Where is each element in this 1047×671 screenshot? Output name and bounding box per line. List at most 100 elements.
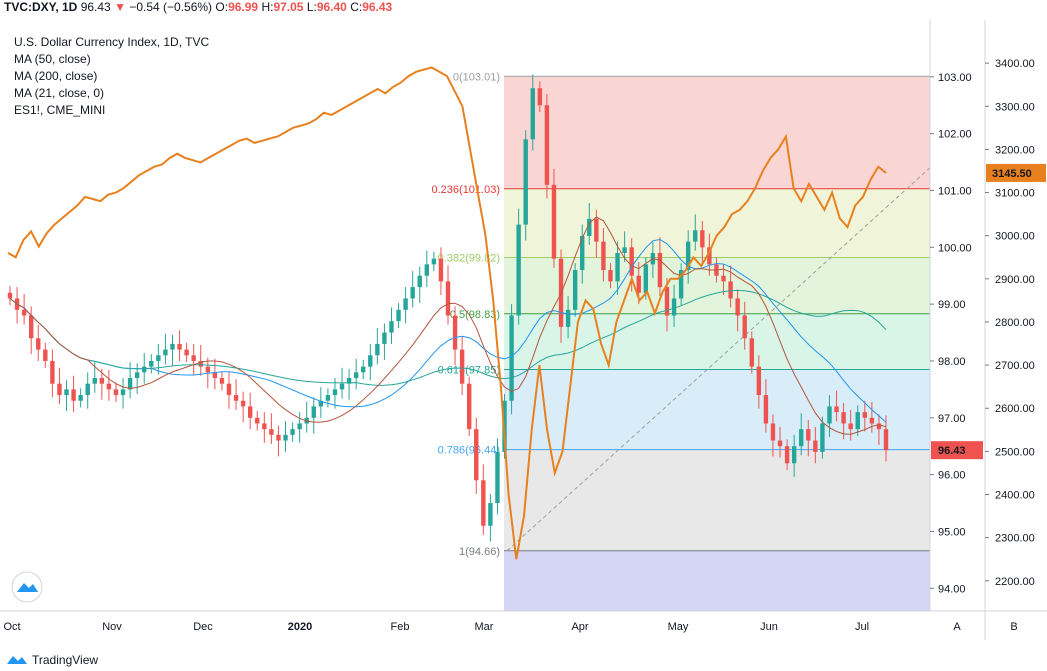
candle-body <box>283 434 288 441</box>
candle-body <box>848 423 853 430</box>
candle-body <box>445 281 451 316</box>
candle-body <box>834 406 839 413</box>
chart-area[interactable]: 0(103.01) 0.236(101.03) 0.382(99.82) 0.5(98… <box>0 20 1047 640</box>
candle-body <box>799 429 804 447</box>
candle-body <box>382 332 387 344</box>
fib-level-label: 1(94.66) <box>459 546 500 558</box>
b-scale-button[interactable]: B <box>1010 621 1017 633</box>
candle-body <box>763 395 769 424</box>
candle-body <box>601 241 606 271</box>
fib-level-label: 0.786(96.44) <box>438 445 500 457</box>
last-price: 96.43 <box>80 0 111 14</box>
candle-body <box>198 360 203 367</box>
candle-body <box>113 389 119 396</box>
candle-body <box>643 264 649 293</box>
candle-body <box>247 406 253 418</box>
right-axis-label: 3100.00 <box>995 188 1035 200</box>
left-axis-label: 94.00 <box>938 583 966 595</box>
fib-zone-extension <box>504 550 930 611</box>
candle-body <box>262 423 267 430</box>
legend-main-series[interactable]: U.S. Dollar Currency Index, 1D, TVC <box>14 35 210 49</box>
candle-body <box>163 349 168 356</box>
left-axis-label: 98.00 <box>938 356 966 368</box>
close-label: C: <box>350 0 363 14</box>
candle-body <box>629 247 634 276</box>
symbol-name[interactable]: TVC:DXY, 1D <box>4 0 78 14</box>
candle-body <box>537 88 543 106</box>
footer: TradingView <box>6 650 98 670</box>
price-chart[interactable]: 0(103.01) 0.236(101.03) 0.382(99.82) 0.5(98… <box>0 20 1047 640</box>
candle-body <box>85 383 90 396</box>
es-last-price-tag <box>986 163 1046 182</box>
candle-body <box>742 315 747 339</box>
left-axis-label: 100.00 <box>938 242 972 254</box>
es-last-price-label: 3145.50 <box>992 168 1032 180</box>
left-axis-label: 101.00 <box>938 185 972 197</box>
fib-zone <box>504 76 930 189</box>
right-axis-label: 2800.00 <box>995 317 1035 329</box>
candle-body <box>99 378 105 384</box>
candle-body <box>410 287 415 299</box>
left-axis-label: 97.00 <box>938 413 966 425</box>
price-change: −0.54 (−0.56%) <box>129 0 213 14</box>
legend-ma50[interactable]: MA (50, close) <box>14 52 91 66</box>
legend-ma200[interactable]: MA (200, close) <box>14 69 98 83</box>
candle-body <box>389 321 394 333</box>
candle-body <box>353 372 359 379</box>
candle-body <box>488 503 493 526</box>
open-value: 96.99 <box>228 0 259 14</box>
down-arrow-icon: ▼ <box>114 0 126 14</box>
candle-body <box>565 309 571 327</box>
candle-body <box>269 429 274 435</box>
dxy-last-price-tag <box>931 441 983 460</box>
candle-body <box>7 292 13 299</box>
candle-body <box>276 434 281 441</box>
auto-scale-button[interactable]: A <box>953 621 961 633</box>
candle-body <box>184 349 189 356</box>
candle-body <box>862 412 868 418</box>
candle-body <box>332 389 338 396</box>
es-overlay-line <box>7 66 887 560</box>
time-axis-label: Oct <box>3 621 20 633</box>
candle-body <box>212 372 218 379</box>
candle-body <box>255 417 260 424</box>
candle-body <box>170 343 175 350</box>
candle-body <box>784 446 790 464</box>
legend-es-overlay[interactable]: ES1!, CME_MINI <box>14 103 106 117</box>
candle-body <box>594 218 599 242</box>
candle-body <box>396 309 401 322</box>
candle-body <box>21 309 27 316</box>
fib-level-label: 0.5(98.83) <box>450 309 500 321</box>
time-axis-label: May <box>668 621 689 633</box>
candle-body <box>551 184 557 259</box>
candle-body <box>587 218 592 236</box>
right-axis-label: 3300.00 <box>995 101 1035 113</box>
candle-body <box>424 264 430 276</box>
ma200-line <box>9 216 887 435</box>
candle-body <box>134 372 140 379</box>
candle-body <box>693 230 698 242</box>
legend-ma21[interactable]: MA (21, close, 0) <box>14 86 105 100</box>
candle-body <box>417 275 422 288</box>
left-axis-label: 99.00 <box>938 299 966 311</box>
close-value: 96.43 <box>362 0 393 14</box>
fib-level-label: 0(103.01) <box>453 71 500 83</box>
candle-body <box>495 451 500 504</box>
candle-body <box>530 88 535 140</box>
ma50-line <box>9 289 887 386</box>
time-axis-label: Nov <box>102 621 122 633</box>
candle-body <box>876 423 882 430</box>
candle-body <box>431 258 437 265</box>
time-axis-label: Feb <box>391 621 410 633</box>
candle-body <box>28 315 34 339</box>
high-value: 97.05 <box>273 0 304 14</box>
candle-body <box>92 378 97 384</box>
symbol-header: TVC:DXY, 1D 96.43 ▼ −0.54 (−0.56%) O:96.… <box>4 0 392 20</box>
tradingview-brand[interactable]: TradingView <box>32 653 99 667</box>
left-axis-label: 96.00 <box>938 470 966 482</box>
candle-body <box>142 366 147 373</box>
candle-body <box>608 270 613 282</box>
candle-body <box>657 252 663 288</box>
candle-body <box>572 270 578 310</box>
candle-body <box>841 412 846 424</box>
